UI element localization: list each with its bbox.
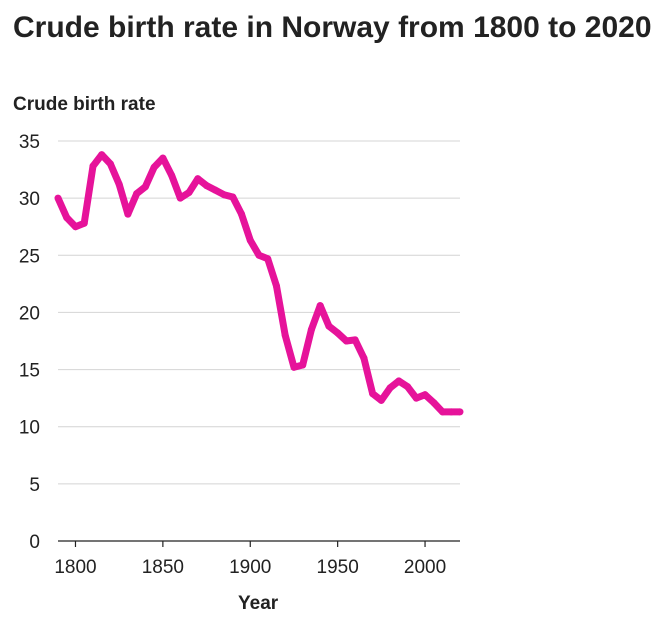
- data-point: [141, 183, 149, 191]
- data-point: [255, 251, 263, 259]
- data-point: [325, 322, 333, 330]
- data-point: [299, 361, 307, 369]
- data-point: [106, 160, 114, 168]
- data-point: [273, 282, 280, 290]
- data-point: [386, 384, 394, 392]
- x-axis-title: Year: [238, 593, 279, 614]
- data-point: [203, 182, 211, 190]
- data-point: [430, 399, 438, 407]
- x-tick-label: 1800: [54, 557, 96, 578]
- data-point: [72, 223, 79, 231]
- data-point: [246, 236, 254, 244]
- data-point: [360, 354, 368, 362]
- data-point: [238, 210, 245, 218]
- data-point: [54, 194, 62, 202]
- data-point: [159, 154, 167, 162]
- x-tick-label: 1950: [317, 557, 359, 578]
- data-point: [281, 331, 289, 339]
- data-point: [334, 329, 342, 337]
- series-line: [54, 151, 460, 416]
- x-tick-label: 1850: [142, 557, 184, 578]
- gridlines: [58, 140, 460, 485]
- data-point: [176, 194, 184, 202]
- x-tick-label: 2000: [404, 557, 446, 578]
- data-point: [342, 337, 350, 345]
- x-axis: [58, 540, 460, 547]
- data-point: [115, 180, 123, 188]
- data-point: [211, 186, 219, 194]
- data-point: [98, 151, 106, 159]
- y-axis-title: Crude birth rate: [13, 94, 156, 115]
- data-point: [150, 163, 158, 171]
- data-point: [89, 162, 97, 170]
- data-point: [194, 175, 202, 183]
- data-point: [404, 383, 412, 391]
- data-point: [185, 188, 193, 196]
- x-tick-labels: 1800 1850 1900 1950 2000: [54, 557, 446, 578]
- data-point: [447, 408, 455, 416]
- data-point: [124, 210, 132, 218]
- data-point: [290, 363, 298, 371]
- chart-title: Crude birth rate in Norway from 1800 to …: [13, 11, 652, 44]
- data-point: [220, 191, 228, 199]
- data-point: [351, 336, 359, 344]
- data-point: [133, 190, 141, 198]
- data-point: [412, 394, 420, 402]
- data-point: [168, 171, 176, 179]
- data-point: [369, 390, 377, 398]
- y-tick-label: 0: [29, 532, 40, 553]
- y-tick-label: 30: [19, 189, 40, 210]
- series-layer: [54, 151, 464, 416]
- data-point: [63, 214, 71, 222]
- data-point: [456, 408, 464, 416]
- y-tick-label: 15: [19, 361, 40, 382]
- data-point: [421, 391, 429, 399]
- y-tick-label: 35: [19, 132, 40, 153]
- y-tick-label: 20: [19, 303, 40, 324]
- y-tick-labels: 0 5 10 15 20 25 30 35: [19, 132, 40, 553]
- y-tick-label: 10: [19, 418, 40, 439]
- data-point: [80, 219, 88, 227]
- data-point: [439, 408, 446, 416]
- data-point: [377, 396, 385, 404]
- y-tick-label: 5: [29, 475, 40, 496]
- data-point: [229, 193, 237, 201]
- x-tick-label: 1900: [229, 557, 271, 578]
- y-tick-label: 25: [19, 246, 40, 267]
- data-point: [264, 255, 272, 263]
- data-point: [307, 326, 315, 334]
- data-point: [395, 377, 403, 385]
- data-point: [316, 302, 324, 310]
